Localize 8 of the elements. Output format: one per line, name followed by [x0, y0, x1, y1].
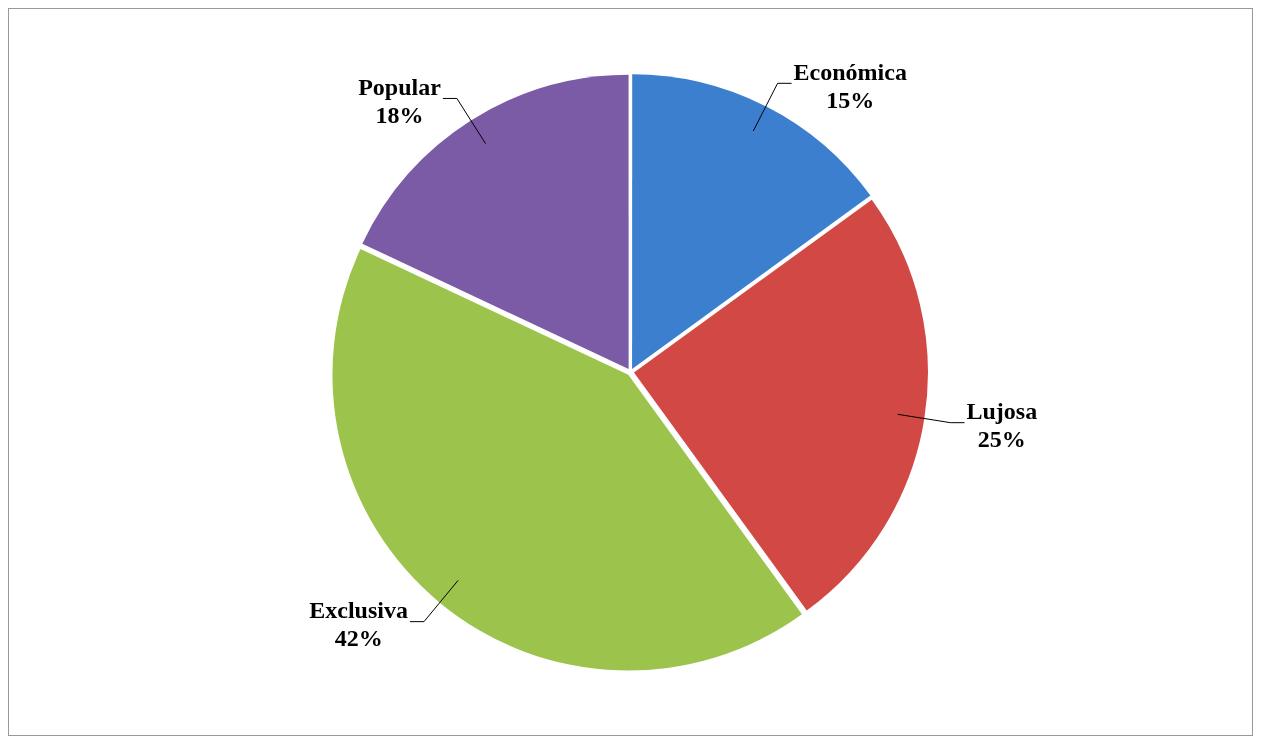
data-label: 25%: [977, 425, 1026, 452]
slice-label: Exclusiva: [309, 596, 408, 623]
slice-label: Popular: [358, 73, 442, 100]
data-label: 18%: [375, 101, 424, 128]
data-label: 15%: [826, 86, 875, 113]
slice-label: Económica: [793, 58, 907, 85]
slice-label: Lujosa: [966, 397, 1038, 424]
data-label: 42%: [334, 624, 383, 651]
